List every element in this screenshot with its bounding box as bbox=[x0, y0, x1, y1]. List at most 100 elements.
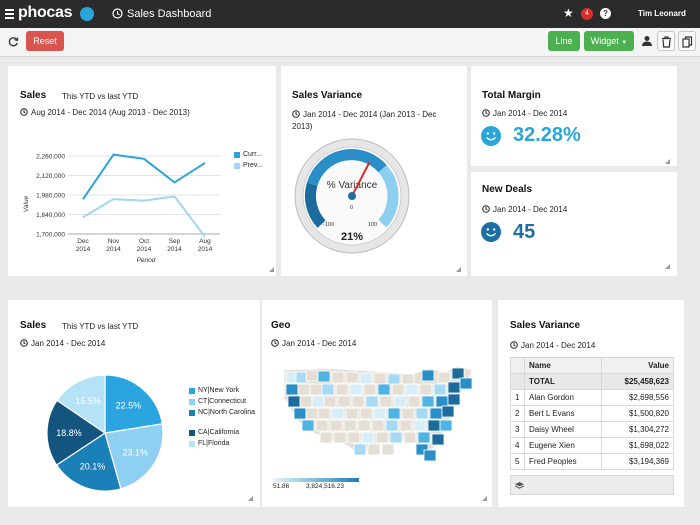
resize-handle[interactable] bbox=[269, 267, 274, 272]
column-header-value[interactable]: Value bbox=[600, 357, 675, 374]
map-region[interactable] bbox=[381, 443, 395, 456]
map-region[interactable] bbox=[373, 372, 387, 385]
reset-button[interactable]: Reset bbox=[26, 31, 64, 51]
table-row[interactable]: 1 Alan Gordon $2,698,556 bbox=[510, 389, 675, 406]
pie-slice[interactable] bbox=[55, 432, 122, 492]
map-region[interactable] bbox=[351, 395, 365, 408]
pie-slice[interactable] bbox=[46, 399, 107, 466]
map-region[interactable] bbox=[375, 431, 389, 444]
refresh-button[interactable] bbox=[5, 32, 23, 52]
map-region[interactable] bbox=[389, 431, 403, 444]
map-region[interactable] bbox=[349, 383, 363, 396]
map-region[interactable] bbox=[293, 407, 307, 420]
map-region[interactable] bbox=[317, 407, 331, 420]
table-row[interactable]: 4 Eugene Xien $1,698,022 bbox=[510, 437, 675, 454]
map-region[interactable] bbox=[357, 419, 371, 432]
table-row[interactable]: 2 Bert L Evans $1,500,820 bbox=[510, 405, 675, 422]
map-region[interactable] bbox=[323, 395, 337, 408]
map-region[interactable] bbox=[345, 407, 359, 420]
map-region[interactable] bbox=[419, 383, 433, 396]
map-region[interactable] bbox=[347, 431, 361, 444]
map-region[interactable] bbox=[405, 383, 419, 396]
map-region[interactable] bbox=[401, 407, 415, 420]
map-region[interactable] bbox=[377, 383, 391, 396]
map-region[interactable] bbox=[297, 383, 311, 396]
map-region[interactable] bbox=[315, 419, 329, 432]
map-region[interactable] bbox=[321, 383, 335, 396]
map-region[interactable] bbox=[287, 395, 301, 408]
map-region[interactable] bbox=[437, 371, 451, 384]
map-region[interactable] bbox=[335, 383, 349, 396]
column-header-name[interactable]: Name bbox=[524, 357, 602, 374]
map-region[interactable] bbox=[421, 395, 435, 408]
map-region[interactable] bbox=[459, 377, 473, 390]
map-region[interactable] bbox=[387, 407, 401, 420]
map-region[interactable] bbox=[343, 419, 357, 432]
map-region[interactable] bbox=[379, 395, 393, 408]
map-region[interactable] bbox=[305, 407, 319, 420]
map-region[interactable] bbox=[363, 383, 377, 396]
widget-button[interactable]: Widget ▼ bbox=[584, 31, 634, 51]
table-row[interactable]: 5 Fred Peoples $3,194,369 bbox=[510, 453, 675, 470]
map-region[interactable] bbox=[423, 449, 437, 462]
map-region[interactable] bbox=[417, 431, 431, 444]
map-region[interactable] bbox=[359, 372, 373, 385]
map-region[interactable] bbox=[359, 407, 373, 420]
map-region[interactable] bbox=[391, 383, 405, 396]
map-region[interactable] bbox=[421, 369, 435, 382]
map-region[interactable] bbox=[447, 393, 461, 406]
person-button[interactable] bbox=[638, 31, 656, 51]
map-region[interactable] bbox=[319, 431, 333, 444]
pie-slice[interactable] bbox=[56, 374, 106, 435]
menu-icon[interactable] bbox=[5, 9, 14, 19]
map-region[interactable] bbox=[441, 405, 455, 418]
map-region[interactable] bbox=[305, 369, 319, 382]
map-region[interactable] bbox=[447, 381, 461, 394]
map-region[interactable] bbox=[331, 371, 345, 384]
map-region[interactable] bbox=[433, 383, 447, 396]
help-icon[interactable]: ? bbox=[600, 8, 611, 19]
map-region[interactable] bbox=[309, 383, 323, 396]
notification-badge[interactable]: 4 bbox=[581, 8, 593, 20]
map-region[interactable] bbox=[371, 419, 385, 432]
map-region[interactable] bbox=[413, 419, 427, 432]
map-region[interactable] bbox=[399, 419, 413, 432]
copy-button[interactable] bbox=[678, 31, 696, 51]
map-region[interactable] bbox=[431, 433, 445, 446]
user-menu[interactable]: Tim Leonard bbox=[638, 9, 686, 18]
map-region[interactable] bbox=[415, 407, 429, 420]
star-icon[interactable]: ★ bbox=[563, 6, 574, 20]
map-region[interactable] bbox=[333, 431, 347, 444]
map-region[interactable] bbox=[361, 431, 375, 444]
map-region[interactable] bbox=[401, 373, 415, 386]
map-region[interactable] bbox=[415, 443, 429, 456]
table-row[interactable]: 3 Daisy Wheel $1,304,272 bbox=[510, 421, 675, 438]
map-region[interactable] bbox=[385, 419, 399, 432]
pie-slice[interactable] bbox=[104, 374, 163, 434]
map-region[interactable] bbox=[345, 371, 359, 384]
pie-slice[interactable] bbox=[104, 423, 164, 490]
map-region[interactable] bbox=[365, 395, 379, 408]
map-region[interactable] bbox=[427, 419, 441, 432]
map-region[interactable] bbox=[451, 367, 465, 380]
map-region[interactable] bbox=[331, 407, 345, 420]
map-region[interactable] bbox=[299, 395, 313, 408]
line-button[interactable]: Line bbox=[548, 31, 580, 51]
map-region[interactable] bbox=[301, 419, 315, 432]
map-region[interactable] bbox=[285, 383, 299, 396]
map-region[interactable] bbox=[393, 395, 407, 408]
map-region[interactable] bbox=[367, 443, 381, 456]
map-region[interactable] bbox=[429, 407, 443, 420]
resize-handle[interactable] bbox=[456, 267, 461, 272]
map-region[interactable] bbox=[403, 431, 417, 444]
map-region[interactable] bbox=[439, 419, 453, 432]
delete-button[interactable] bbox=[657, 31, 675, 51]
map-region[interactable] bbox=[407, 395, 421, 408]
app-logo[interactable]: phocas bbox=[18, 4, 73, 21]
us-map[interactable] bbox=[262, 300, 492, 507]
map-region[interactable] bbox=[387, 373, 401, 386]
resize-handle[interactable] bbox=[665, 264, 670, 269]
map-region[interactable] bbox=[353, 443, 367, 456]
map-region[interactable] bbox=[373, 407, 387, 420]
map-region[interactable] bbox=[329, 419, 343, 432]
